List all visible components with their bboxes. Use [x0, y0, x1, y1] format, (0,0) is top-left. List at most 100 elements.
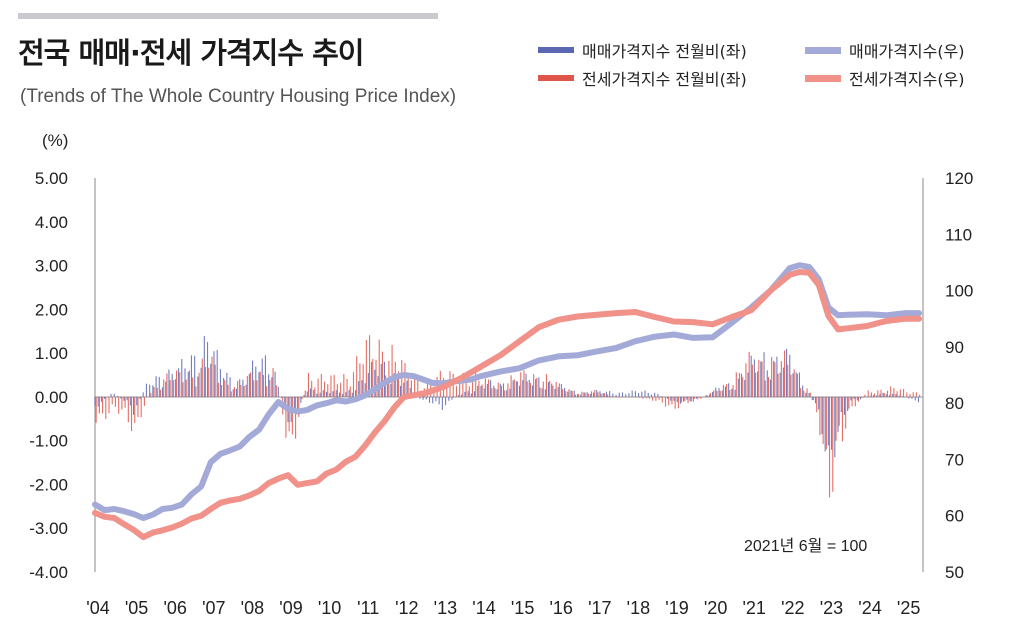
bar-jeonse-mom [391, 344, 393, 397]
bar-sale-mom [818, 396, 820, 410]
bar-jeonse-mom [745, 363, 747, 397]
bar-jeonse-mom [140, 396, 142, 418]
bar-jeonse-mom [594, 389, 596, 397]
bar-jeonse-mom [671, 396, 673, 405]
bar-jeonse-mom [272, 368, 274, 397]
bar-jeonse-mom [211, 356, 213, 397]
bar-sale-mom [406, 380, 408, 397]
bar-jeonse-mom [729, 389, 731, 397]
bar-jeonse-mom [407, 376, 409, 397]
bar-jeonse-mom [414, 374, 416, 397]
bar-jeonse-mom [295, 396, 297, 439]
bar-jeonse-mom [713, 390, 715, 397]
y-left-tick-label: -3.00 [29, 519, 68, 538]
bar-sale-mom [399, 385, 402, 397]
bar-sale-mom [708, 394, 710, 397]
bar-jeonse-mom [681, 396, 683, 403]
bar-jeonse-mom [221, 384, 223, 397]
bar-sale-mom [100, 396, 102, 402]
bar-jeonse-mom [623, 396, 625, 398]
bar-jeonse-mom [568, 389, 570, 397]
bar-jeonse-mom [883, 392, 885, 397]
bar-jeonse-mom [748, 351, 750, 397]
bar-jeonse-mom [304, 390, 306, 397]
bar-jeonse-mom [127, 396, 129, 423]
bar-jeonse-mom [246, 376, 248, 397]
bar-jeonse-mom [108, 396, 110, 414]
bar-sale-mom [544, 389, 546, 397]
bar-sale-mom [528, 379, 530, 397]
bar-jeonse-mom [693, 396, 696, 399]
bar-sale-mom [194, 355, 196, 397]
bar-jeonse-mom [613, 396, 615, 397]
bar-sale-mom [457, 395, 459, 397]
y-right-tick-label: 50 [945, 563, 964, 582]
bar-sale-mom [769, 379, 772, 397]
bar-sale-mom [490, 380, 492, 397]
bar-sale-mom [872, 395, 874, 397]
bar-jeonse-mom [864, 394, 866, 397]
bar-sale-mom [670, 396, 672, 401]
bar-sale-mom [149, 384, 151, 397]
bar-sale-mom [161, 387, 164, 397]
bar-sale-mom [367, 372, 369, 397]
legend-label-sale-index: 매매가격지수(우) [849, 42, 965, 61]
y-left-tick-label: -4.00 [29, 563, 68, 582]
bar-sale-mom [908, 396, 910, 399]
bar-jeonse-mom [867, 390, 869, 397]
bar-jeonse-mom [816, 396, 818, 413]
bar-sale-mom [187, 371, 189, 397]
bar-jeonse-mom [870, 392, 872, 397]
bar-sale-mom [808, 392, 810, 397]
bar-sale-mom [213, 351, 215, 397]
bar-sale-mom [718, 388, 720, 397]
bar-sale-mom [419, 396, 421, 399]
bar-jeonse-mom [700, 396, 702, 399]
x-tick-label: '24 [858, 598, 881, 618]
x-tick-label: '04 [86, 598, 109, 618]
x-tick-label: '15 [511, 598, 534, 618]
bar-jeonse-mom [603, 393, 605, 397]
legend-left-column: 매매가격지수 전월비(좌) 전세가격지수 전월비(좌) [538, 36, 747, 92]
bar-sale-mom [901, 396, 903, 397]
bar-jeonse-mom [111, 396, 113, 405]
bar-jeonse-mom [716, 390, 718, 397]
bar-jeonse-mom [198, 372, 200, 397]
legend-swatch-sale-index [805, 46, 841, 54]
bar-sale-mom [493, 385, 495, 397]
bar-sale-mom [634, 391, 636, 397]
bar-sale-mom [451, 396, 453, 400]
bar-sale-mom [178, 368, 180, 397]
bar-jeonse-mom [790, 374, 792, 397]
bar-sale-mom [554, 389, 556, 397]
bar-jeonse-mom [159, 389, 162, 397]
bar-jeonse-mom [584, 392, 586, 397]
bar-sale-mom [316, 393, 318, 397]
bar-sale-mom [396, 377, 398, 397]
bar-sale-mom [219, 369, 221, 397]
bar-jeonse-mom [796, 373, 798, 397]
bar-jeonse-mom [214, 364, 216, 397]
bar-sale-mom [104, 396, 106, 399]
bar-sale-mom [184, 368, 186, 397]
bar-jeonse-mom [340, 382, 342, 397]
bar-jeonse-mom [626, 396, 628, 398]
x-tick-label: '09 [279, 598, 302, 618]
legend-item-sale-index: 매매가격지수(우) [805, 36, 965, 64]
bar-sale-mom [805, 392, 807, 397]
bar-sale-mom [699, 396, 701, 398]
bar-jeonse-mom [311, 380, 313, 397]
bar-sale-mom [496, 389, 498, 397]
bar-jeonse-mom [233, 386, 236, 397]
bar-jeonse-mom [378, 339, 380, 397]
bar-jeonse-mom [751, 364, 753, 397]
bar-sale-mom [570, 390, 572, 397]
bar-sale-mom [113, 393, 115, 397]
bar-jeonse-mom [459, 383, 461, 397]
bar-sale-mom [760, 361, 762, 397]
bar-jeonse-mom [372, 358, 374, 397]
bar-sale-mom [786, 348, 788, 397]
bar-sale-mom [361, 380, 363, 397]
bar-sale-mom [628, 393, 630, 397]
bar-jeonse-mom [803, 390, 805, 397]
